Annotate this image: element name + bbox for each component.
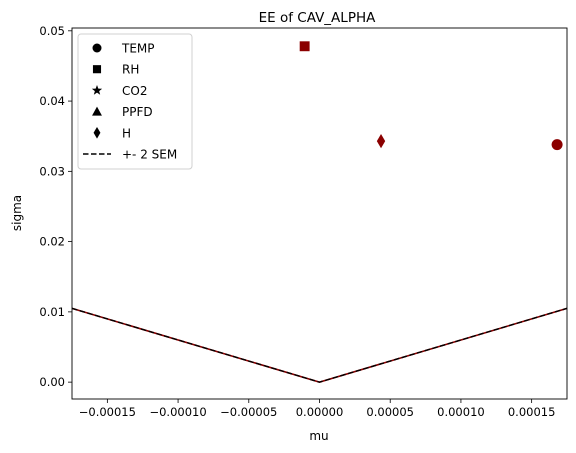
legend-box: [77, 33, 193, 170]
legend-entry-rh: RH: [92, 63, 139, 77]
y-tick-label: 0.00: [39, 375, 65, 389]
legend-marker-triangle: [92, 106, 102, 116]
x-tick-label: −0.00010: [149, 405, 206, 419]
plot-area: [71, 41, 568, 383]
legend-entry-co2: CO2: [91, 84, 147, 98]
legend-label: H: [122, 126, 131, 140]
y-tick-label: 0.01: [39, 305, 65, 319]
legend-label: RH: [122, 63, 139, 77]
x-tick-label: 0.00010: [437, 405, 485, 419]
legend-label: +- 2 SEM: [122, 148, 177, 162]
legend: TEMP RH CO2 PPFD H +- 2 SEM: [77, 33, 193, 170]
point-h: [376, 133, 386, 149]
x-tick-label: −0.00005: [220, 405, 277, 419]
sem-line-dash: [71, 307, 568, 383]
legend-label: PPFD: [122, 105, 153, 119]
legend-entry-temp: TEMP: [92, 42, 155, 56]
legend-label: CO2: [122, 84, 147, 98]
chart-title: EE of CAV_ALPHA: [259, 10, 376, 26]
y-tick-label: 0.04: [39, 94, 65, 108]
point-temp: [551, 139, 563, 151]
y-tick-label: 0.03: [39, 164, 65, 178]
y-axis-label: sigma: [10, 195, 24, 231]
legend-marker-diamond: [93, 126, 101, 139]
x-tick-label: 0.00000: [296, 405, 344, 419]
x-tick-label: −0.00015: [79, 405, 136, 419]
legend-entry-h: H: [93, 126, 131, 140]
legend-label: TEMP: [121, 42, 155, 56]
legend-entry-ppfd: PPFD: [92, 105, 153, 119]
y-axis-ticks: 0.00 0.01 0.02 0.03 0.04 0.05: [39, 24, 72, 389]
y-tick-label: 0.02: [39, 235, 65, 249]
legend-entry-2-sem: +- 2 SEM: [83, 148, 177, 162]
legend-marker-star: [91, 85, 103, 95]
x-axis-ticks: −0.00015 −0.00010 −0.00005 0.00000 0.00005 0.…: [79, 399, 556, 419]
y-tick-label: 0.05: [39, 24, 65, 38]
legend-marker-circle: [92, 43, 102, 53]
x-axis-label: mu: [309, 429, 328, 443]
point-rh: [299, 41, 310, 52]
x-tick-label: 0.00005: [366, 405, 414, 419]
sem-line-left-right: [71, 307, 568, 383]
legend-marker-square: [92, 65, 102, 74]
x-tick-label: 0.00015: [508, 405, 556, 419]
